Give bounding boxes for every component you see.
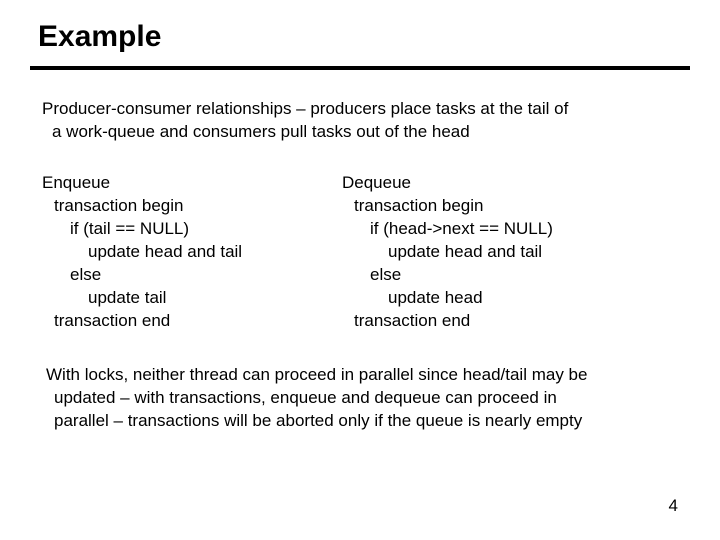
code-columns: Enqueue transaction begin if (tail == NU… bbox=[42, 172, 690, 333]
page-number: 4 bbox=[669, 496, 678, 516]
dequeue-line: transaction begin bbox=[354, 195, 662, 218]
enqueue-line: if (tail == NULL) bbox=[70, 218, 342, 241]
enqueue-header: Enqueue bbox=[42, 172, 342, 195]
title-rule bbox=[30, 66, 690, 70]
outro-line-1: With locks, neither thread can proceed i… bbox=[46, 364, 690, 387]
slide-title: Example bbox=[38, 20, 690, 54]
enqueue-block: Enqueue transaction begin if (tail == NU… bbox=[42, 172, 342, 333]
intro-line-1: Producer-consumer relationships – produc… bbox=[42, 98, 690, 121]
intro-text: Producer-consumer relationships – produc… bbox=[42, 98, 690, 144]
enqueue-line: update tail bbox=[88, 287, 342, 310]
outro-line-2: updated – with transactions, enqueue and… bbox=[54, 387, 690, 410]
enqueue-line: transaction end bbox=[54, 310, 342, 333]
enqueue-line: transaction begin bbox=[54, 195, 342, 218]
dequeue-header: Dequeue bbox=[342, 172, 662, 195]
outro-line-3: parallel – transactions will be aborted … bbox=[54, 410, 690, 433]
dequeue-block: Dequeue transaction begin if (head->next… bbox=[342, 172, 662, 333]
enqueue-line: update head and tail bbox=[88, 241, 342, 264]
enqueue-line: else bbox=[70, 264, 342, 287]
dequeue-line: if (head->next == NULL) bbox=[370, 218, 662, 241]
dequeue-line: else bbox=[370, 264, 662, 287]
dequeue-line: update head bbox=[388, 287, 662, 310]
dequeue-line: transaction end bbox=[354, 310, 662, 333]
intro-line-2: a work-queue and consumers pull tasks ou… bbox=[52, 121, 690, 144]
outro-text: With locks, neither thread can proceed i… bbox=[46, 364, 690, 433]
dequeue-line: update head and tail bbox=[388, 241, 662, 264]
slide: Example Producer-consumer relationships … bbox=[0, 0, 720, 540]
